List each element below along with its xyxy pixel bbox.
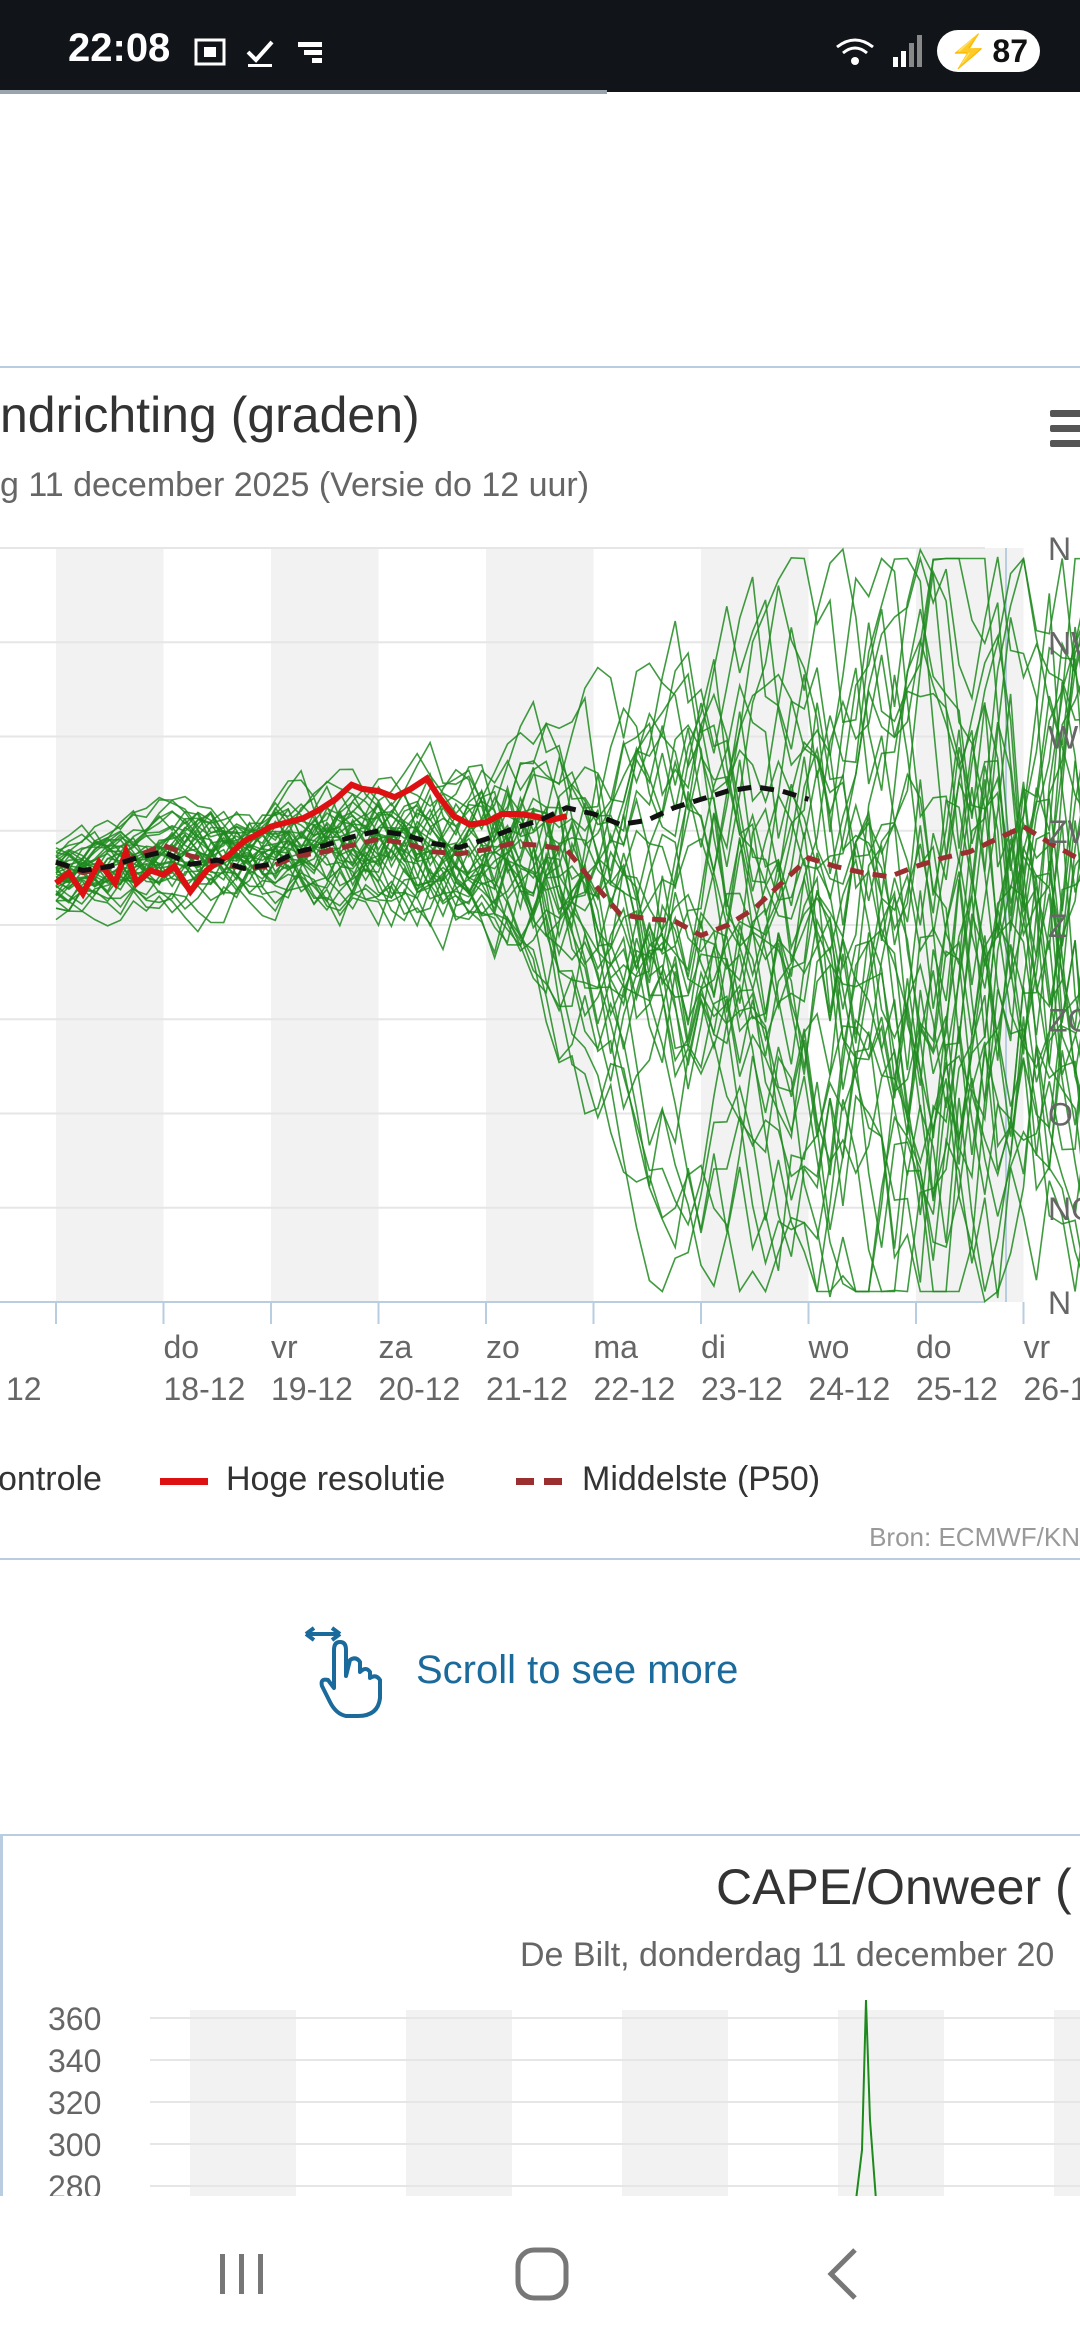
x-tick-label-day: do (916, 1329, 952, 1365)
y-tick-label: 340 (48, 2043, 101, 2079)
navigation-bar (0, 2196, 1080, 2340)
x-tick-label-date: 24-12 (809, 1371, 891, 1407)
status-bar: 22:08 ⚡ 87 (0, 0, 1080, 92)
page-load-progress (0, 90, 607, 94)
chart-source: Bron: ECMWF/KN (869, 1522, 1080, 1552)
y-tick-label: 300 (48, 2127, 101, 2163)
swipe-hand-icon (304, 1626, 382, 1718)
ensemble-member-line (855, 2000, 877, 2196)
y-tick-label: ZO (1048, 1002, 1080, 1038)
x-tick-label-date: 19-12 (271, 1371, 353, 1407)
recents-icon[interactable] (212, 2244, 272, 2304)
legend-label: ontrole (0, 1460, 102, 1498)
legend-swatch (160, 1477, 208, 1485)
y-tick-label: 360 (48, 2001, 101, 2037)
ensemble-member-line (55, 631, 1080, 1023)
chart-card-border (0, 1558, 1080, 1560)
y-tick-label: N (1048, 531, 1071, 567)
y-tick-label: N (1048, 1285, 1071, 1321)
chart2-title: CAPE/Onweer ( (716, 1859, 1072, 1915)
ensemble-member-line (55, 759, 1080, 1075)
y-tick-label: NO (1048, 1191, 1080, 1227)
x-tick-label-date: 12 (6, 1371, 42, 1407)
ensemble-member-line (55, 695, 1080, 1178)
signal-icon (892, 35, 922, 67)
battery-icon: ⚡ 87 (936, 30, 1040, 72)
wind-direction-chart: N NW W ZW Z ZO O NO N 12 do 18-12 vr 19-12 za 20-12 zo 21… (0, 531, 1080, 1407)
y-tick-label: 320 (48, 2085, 101, 2121)
x-tick-label-date: 20-12 (379, 1371, 461, 1407)
y-tick-label: ZW (1048, 814, 1080, 850)
x-tick-label-day: vr (271, 1329, 298, 1365)
battery-level: 87 (992, 33, 1028, 69)
legend-swatch (516, 1477, 564, 1485)
x-tick-label-day: vr (1024, 1329, 1051, 1365)
x-tick-label-date: 22-12 (594, 1371, 676, 1407)
x-tick-label-date: 26-12 (1024, 1371, 1080, 1407)
y-tick-label: NW (1048, 625, 1080, 661)
x-tick-label-day: wo (808, 1329, 850, 1365)
ensemble-member-line (55, 547, 1080, 1070)
y-tick-label: W (1048, 720, 1079, 756)
chart2-card-border (0, 1836, 3, 2196)
ensemble-member-line (55, 811, 1080, 1267)
x-tick-label-date: 18-12 (164, 1371, 246, 1407)
ensemble-member-line (55, 593, 1080, 1141)
ensemble-member-line (55, 784, 1080, 1293)
y-tick-label: 280 (48, 2169, 101, 2196)
back-icon[interactable] (815, 2244, 875, 2304)
ensemble-member-line (55, 791, 1080, 1139)
chart2-card-border (0, 1834, 1080, 1836)
cape-chart: 360 340 320 300 280 (48, 2000, 1080, 2196)
x-tick-label-date: 25-12 (916, 1371, 998, 1407)
scroll-hint-label: Scroll to see more (416, 1647, 739, 1692)
ensemble-member-line (55, 642, 1080, 1232)
legend-label: Hoge resolutie (226, 1460, 446, 1498)
x-tick-label-day: di (701, 1329, 726, 1365)
x-tick-label-day: ma (594, 1329, 639, 1365)
legend-item-control[interactable]: ontrole (0, 1460, 102, 1499)
x-tick-label-date: 23-12 (701, 1371, 783, 1407)
ensemble-member-line (55, 759, 1080, 1249)
legend-label: Middelste (P50) (582, 1460, 821, 1498)
chart-subtitle: g 11 december 2025 (Versie do 12 uur) (0, 466, 590, 504)
legend-item-high-res[interactable]: Hoge resolutie (160, 1460, 445, 1499)
legend-item-p50[interactable]: Middelste (P50) (516, 1460, 820, 1499)
y-tick-label: Z (1048, 908, 1068, 944)
series-line (55, 784, 810, 874)
home-icon[interactable] (512, 2244, 572, 2304)
x-tick-label-day: za (379, 1329, 413, 1365)
x-tick-label-day: zo (486, 1329, 520, 1365)
series-line (55, 823, 1080, 939)
ensemble-member-line (55, 617, 1080, 903)
screenshot-icon (194, 38, 226, 66)
clock: 22:08 (68, 26, 171, 70)
ensemble-member-line (55, 752, 1080, 1202)
series-line (54, 774, 568, 900)
x-tick-label-day: do (164, 1329, 200, 1365)
check-icon (246, 40, 274, 67)
chart-card-border (0, 366, 1080, 368)
y-tick-label: O (1048, 1097, 1073, 1133)
menu-icon[interactable] (1050, 410, 1080, 455)
ensemble-member-line (55, 568, 1080, 1065)
x-tick-label-date: 21-12 (486, 1371, 568, 1407)
chart-title: ndrichting (graden) (0, 387, 420, 443)
ensemble-member-line (55, 768, 1080, 1198)
notification-icon (298, 42, 322, 63)
wifi-icon (835, 38, 874, 65)
ensemble-member-line (55, 626, 1080, 1057)
scroll-hint[interactable]: Scroll to see more (300, 1620, 738, 1720)
chart2-subtitle: De Bilt, donderdag 11 december 20 (520, 1936, 1055, 1974)
